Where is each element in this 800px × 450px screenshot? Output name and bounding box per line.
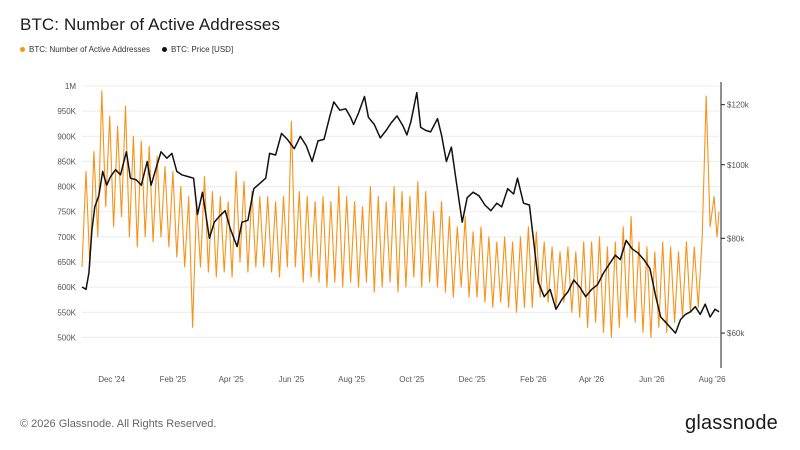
x-tick-label: Jun '26 [639,375,665,384]
x-tick-label: Feb '26 [520,375,547,384]
x-tick-label: Aug '26 [699,375,726,384]
legend-swatch-price [161,47,167,52]
series-line-price [81,91,720,334]
y-left-tick-label: 750K [57,208,76,217]
y-left-tick-label: 600K [57,283,76,292]
chart-legend: BTC: Number of Active Addresses BTC: Pri… [20,45,233,54]
page-title: BTC: Number of Active Addresses [20,15,281,34]
x-tick-label: Dec '25 [459,375,486,384]
y-left-tick-label: 700K [57,233,76,242]
x-tick-label: Apr '25 [219,375,245,384]
y-left-tick-label: 550K [57,308,76,317]
legend-label-price: BTC: Price [USD] [170,45,234,54]
legend-item-active-addresses[interactable]: BTC: Number of Active Addresses [20,45,150,54]
y-left-tick-label: 800K [57,183,76,192]
x-tick-label: Aug '25 [338,375,365,384]
y-left-tick-label: 850K [57,157,76,166]
series-line-active-addresses [81,90,720,338]
y-left-tick-label: 950K [57,107,76,116]
legend-item-price[interactable]: BTC: Price [USD] [161,45,234,54]
legend-label-active-addresses: BTC: Number of Active Addresses [29,45,150,54]
y-right-tick-label: $120k [727,101,750,110]
x-tick-label: Jun '25 [279,375,305,384]
glassnode-logo: glassnode [685,412,778,434]
y-right-tick-label: $80k [727,234,745,243]
x-tick-label: Apr '26 [579,375,605,384]
y-left-tick-label: 500K [57,333,76,342]
y-right-tick-label: $100k [727,161,750,170]
legend-swatch-active-addresses [20,47,25,52]
copyright-text: © 2026 Glassnode. All Rights Reserved. [20,418,217,430]
y-left-tick-label: 900K [57,132,76,141]
y-right-tick-label: $60k [727,329,745,338]
y-left-tick-label: 1M [65,82,76,91]
x-tick-label: Dec '24 [98,375,125,384]
y-left-tick-label: 650K [57,258,76,267]
x-tick-label: Oct '25 [399,375,425,384]
x-tick-label: Feb '25 [160,375,187,384]
